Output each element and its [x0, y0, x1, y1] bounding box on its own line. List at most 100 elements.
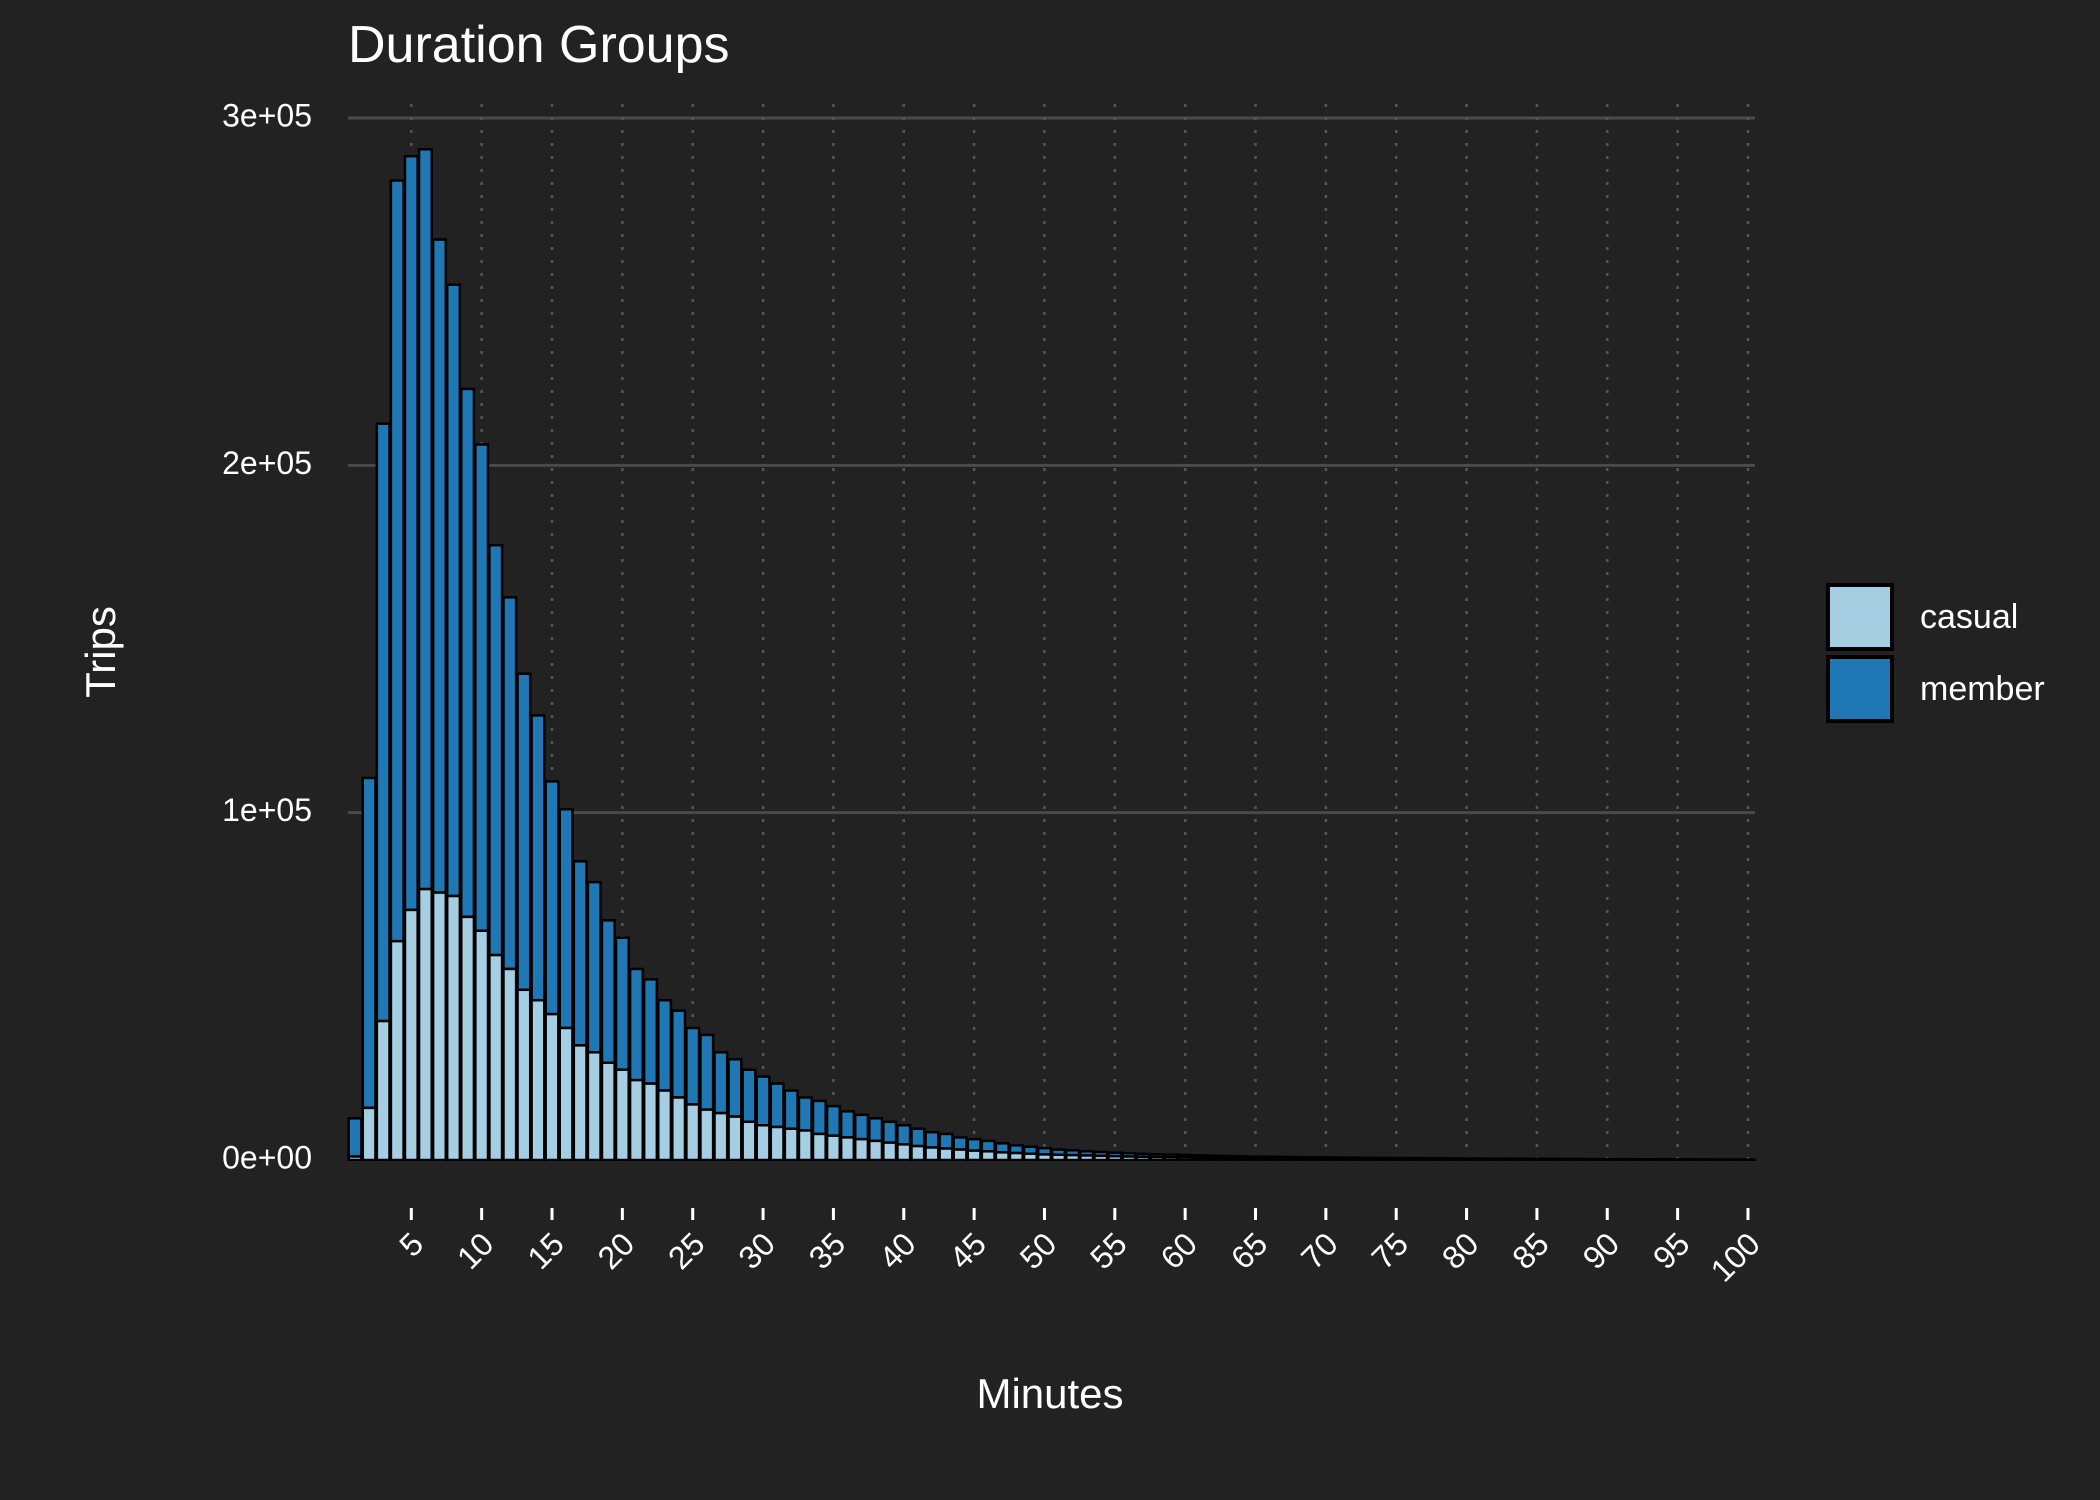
- bar-casual: [361, 1106, 377, 1162]
- bar-member: [868, 1117, 884, 1143]
- bar-casual: [685, 1103, 701, 1162]
- bar-casual: [1571, 1158, 1587, 1162]
- bar-casual: [797, 1129, 813, 1162]
- bars: [347, 148, 1756, 1162]
- y-tick-label: 0e+00: [222, 1139, 312, 1175]
- bar-member: [389, 179, 405, 943]
- bar-casual: [1360, 1157, 1376, 1162]
- bar-member: [361, 776, 377, 1110]
- x-axis-title: Minutes: [976, 1370, 1123, 1417]
- legend-label-member: member: [1920, 670, 2045, 708]
- bar-casual: [910, 1144, 926, 1162]
- bar-casual: [769, 1125, 785, 1162]
- y-tick-label: 2e+05: [222, 445, 312, 481]
- bar-member: [502, 596, 518, 971]
- bar-casual: [1191, 1156, 1207, 1162]
- bar-member: [656, 998, 673, 1092]
- bar-casual: [1233, 1156, 1250, 1162]
- bar-casual: [811, 1132, 827, 1162]
- chart-title: Duration Groups: [348, 16, 730, 74]
- bar-casual: [1149, 1155, 1165, 1162]
- bar-casual: [642, 1082, 659, 1162]
- bar-casual: [614, 1068, 630, 1162]
- bar-casual: [1458, 1157, 1475, 1162]
- bar-casual: [882, 1141, 898, 1162]
- bar-member: [460, 387, 476, 919]
- bar-casual: [924, 1146, 940, 1162]
- bar-casual: [1050, 1153, 1067, 1162]
- legend: casual member: [1826, 583, 2045, 723]
- bar-member: [375, 422, 391, 1023]
- bar-member: [797, 1096, 813, 1132]
- legend-swatch-member: [1826, 655, 1894, 723]
- bar-casual: [713, 1111, 729, 1162]
- bar-casual: [516, 988, 532, 1162]
- bar-casual: [994, 1151, 1010, 1162]
- bar-casual: [741, 1120, 757, 1162]
- bar-member: [755, 1075, 771, 1127]
- bar-member: [572, 860, 588, 1047]
- bar-casual: [1388, 1157, 1404, 1162]
- bar-casual: [727, 1115, 743, 1162]
- bar-casual: [586, 1051, 602, 1162]
- bar-casual: [755, 1124, 771, 1162]
- y-tick-label: 3e+05: [222, 97, 312, 133]
- bar-casual: [431, 891, 448, 1162]
- bar-member: [671, 1009, 687, 1099]
- bar-member: [910, 1127, 926, 1148]
- bar-member: [347, 1117, 363, 1158]
- bar-casual: [699, 1108, 715, 1162]
- bar-casual: [1473, 1157, 1489, 1162]
- bar-casual: [853, 1137, 870, 1162]
- bar-casual: [1065, 1153, 1081, 1162]
- bar-member: [882, 1120, 898, 1144]
- bar-casual: [1107, 1154, 1123, 1162]
- bar-casual: [1557, 1158, 1573, 1162]
- bar-casual: [460, 915, 476, 1162]
- bar-casual: [1247, 1157, 1264, 1162]
- bar-member: [628, 967, 645, 1082]
- bar-casual: [1487, 1157, 1503, 1162]
- bar-member: [417, 148, 433, 891]
- bar-casual: [825, 1134, 841, 1162]
- bar-member: [811, 1099, 827, 1136]
- bar-member: [853, 1113, 870, 1141]
- bar-casual: [1036, 1153, 1053, 1162]
- bar-casual: [572, 1044, 588, 1162]
- bar-member: [474, 443, 490, 933]
- bar-member: [938, 1132, 954, 1150]
- bar-casual: [868, 1139, 884, 1162]
- bar-casual: [1008, 1151, 1024, 1162]
- bar-member: [642, 978, 659, 1085]
- bar-casual: [1529, 1158, 1545, 1162]
- bar-casual: [1079, 1154, 1095, 1162]
- bar-casual: [1430, 1157, 1447, 1162]
- bar-member: [600, 919, 616, 1064]
- bar-casual: [1177, 1156, 1193, 1162]
- bar-member: [431, 238, 448, 894]
- bar-casual: [488, 953, 504, 1162]
- bar-casual: [474, 929, 490, 1162]
- bar-member: [741, 1068, 757, 1124]
- bar-casual: [1304, 1157, 1320, 1162]
- bar-member: [558, 807, 574, 1030]
- bar-casual: [1022, 1152, 1038, 1162]
- bar-casual: [502, 967, 518, 1162]
- bar-member: [839, 1110, 856, 1139]
- bar-casual: [1276, 1157, 1292, 1162]
- bar-casual: [375, 1019, 391, 1162]
- bar-casual: [1262, 1157, 1278, 1162]
- bar-casual: [1135, 1155, 1151, 1162]
- bar-casual: [1515, 1158, 1531, 1162]
- bar-member: [966, 1137, 982, 1152]
- bar-casual: [544, 1012, 560, 1162]
- bar-member: [685, 1026, 701, 1106]
- bar-casual: [347, 1155, 363, 1162]
- bar-casual: [980, 1150, 996, 1162]
- bar-casual: [952, 1148, 968, 1162]
- bar-casual: [1163, 1155, 1179, 1162]
- bar-member: [516, 672, 532, 992]
- bar-casual: [445, 894, 462, 1162]
